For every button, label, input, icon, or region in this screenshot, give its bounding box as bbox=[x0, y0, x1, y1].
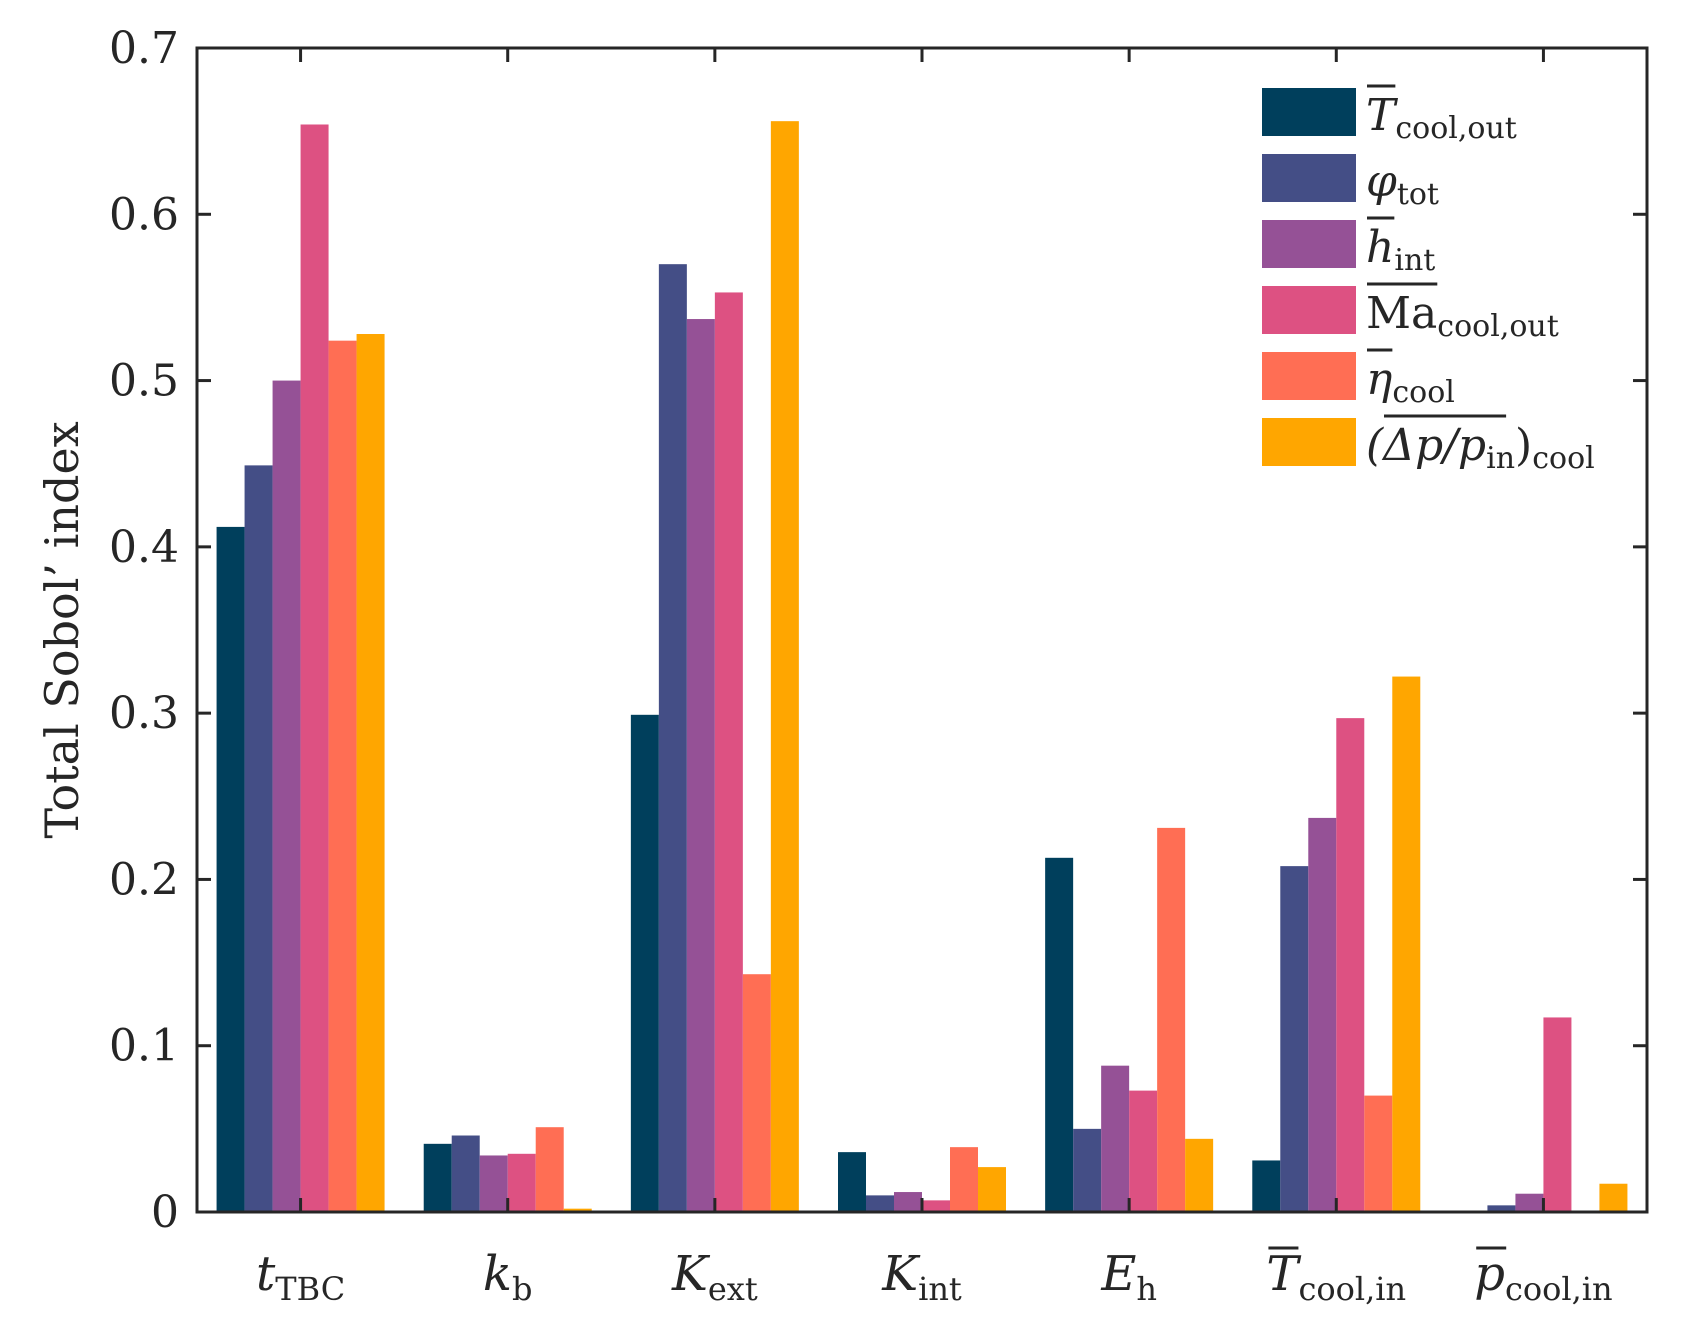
y-tick-label: 0.7 bbox=[109, 23, 179, 74]
legend-label-5: ηcool bbox=[1366, 354, 1455, 410]
bar-3-6 bbox=[770, 121, 799, 1212]
bar-2-2 bbox=[451, 1135, 480, 1212]
axes-box bbox=[195, 46, 1649, 1214]
bar-2-4 bbox=[507, 1153, 536, 1212]
bar-6-1 bbox=[1252, 1160, 1281, 1212]
bar-6-5 bbox=[1364, 1095, 1393, 1212]
bar-6-3 bbox=[1308, 817, 1337, 1212]
legend-label-6: (Δp/pin)cool bbox=[1366, 420, 1595, 476]
y-ticks-group: 0 0.1 0.2 0.3 0.4 0.5 0.6 0.7 bbox=[109, 23, 1647, 1238]
x-tick-label: Tcool,in bbox=[1266, 1246, 1406, 1308]
bar-3-4 bbox=[714, 292, 743, 1212]
legend-swatch-3 bbox=[1262, 220, 1356, 268]
bar-4-1 bbox=[838, 1152, 866, 1212]
bar-5-2 bbox=[1073, 1128, 1102, 1212]
bar-6-2 bbox=[1280, 866, 1309, 1212]
x-tick-label: Kext bbox=[671, 1246, 758, 1308]
bars-group bbox=[216, 121, 1628, 1213]
legend-label-4: Macool,out bbox=[1366, 288, 1559, 344]
legend-swatch-6 bbox=[1262, 418, 1356, 466]
x-tick-label: kb bbox=[483, 1246, 533, 1308]
bar-3-2 bbox=[658, 264, 687, 1213]
y-axis-label: Total Sobol’ index bbox=[35, 421, 89, 838]
bar-2-5 bbox=[535, 1127, 564, 1212]
bar-4-3 bbox=[894, 1192, 922, 1212]
bar-1-2 bbox=[244, 465, 273, 1212]
bar-3-1 bbox=[630, 714, 659, 1212]
bar-5-4 bbox=[1129, 1090, 1158, 1212]
bar-5-3 bbox=[1101, 1065, 1130, 1212]
bar-4-5 bbox=[950, 1147, 978, 1212]
bar-6-4 bbox=[1336, 718, 1365, 1212]
bar-1-3 bbox=[272, 380, 301, 1213]
bar-2-3 bbox=[479, 1155, 508, 1212]
legend: Tcool,out φtot hint Macool,out ηcool (Δp/pin)… bbox=[1262, 84, 1595, 476]
legend-swatch-1 bbox=[1262, 88, 1356, 136]
bar-3-3 bbox=[686, 319, 715, 1212]
bar-4-6 bbox=[978, 1167, 1006, 1212]
bar-1-5 bbox=[328, 340, 357, 1213]
x-tick-label: Eh bbox=[1100, 1246, 1157, 1308]
bar-1-6 bbox=[356, 334, 385, 1212]
bar-1-1 bbox=[216, 526, 245, 1212]
x-tick-label: Kint bbox=[881, 1246, 962, 1308]
bar-7-4 bbox=[1543, 1017, 1572, 1212]
bar-4-4 bbox=[922, 1200, 950, 1212]
bar-7-2 bbox=[1487, 1205, 1516, 1212]
y-tick-label: 0.4 bbox=[109, 522, 179, 573]
x-tick-label: pcool,in bbox=[1474, 1246, 1612, 1308]
bar-1-4 bbox=[300, 124, 329, 1212]
axes-group bbox=[195, 46, 1649, 1214]
bar-2-6 bbox=[563, 1208, 592, 1212]
legend-label-3: hint bbox=[1366, 222, 1435, 278]
legend-label-1: Tcool,out bbox=[1366, 90, 1517, 146]
bar-7-3 bbox=[1515, 1193, 1544, 1212]
y-tick-label: 0.3 bbox=[109, 688, 179, 739]
bar-4-2 bbox=[866, 1195, 894, 1212]
bar-3-5 bbox=[742, 974, 771, 1212]
bar-6-6 bbox=[1392, 676, 1421, 1212]
bar-5-6 bbox=[1185, 1138, 1214, 1212]
y-tick-label: 0.6 bbox=[109, 189, 179, 240]
bar-7-6 bbox=[1599, 1183, 1628, 1212]
y-tick-label: 0.2 bbox=[109, 854, 179, 905]
x-ticks-group: tTBC kb Kext Kint Eh Tcool,in pcool,in bbox=[256, 48, 1613, 1308]
y-tick-label: 0 bbox=[151, 1187, 179, 1238]
y-tick-label: 0.1 bbox=[109, 1021, 179, 1072]
legend-swatch-2 bbox=[1262, 154, 1356, 202]
legend-swatch-5 bbox=[1262, 352, 1356, 400]
y-tick-label: 0.5 bbox=[109, 356, 179, 407]
bar-5-1 bbox=[1045, 857, 1074, 1212]
bar-5-5 bbox=[1157, 827, 1186, 1212]
legend-label-2: φtot bbox=[1366, 156, 1439, 212]
legend-swatch-4 bbox=[1262, 286, 1356, 334]
x-tick-label: tTBC bbox=[256, 1246, 345, 1308]
bar-2-1 bbox=[423, 1143, 452, 1212]
